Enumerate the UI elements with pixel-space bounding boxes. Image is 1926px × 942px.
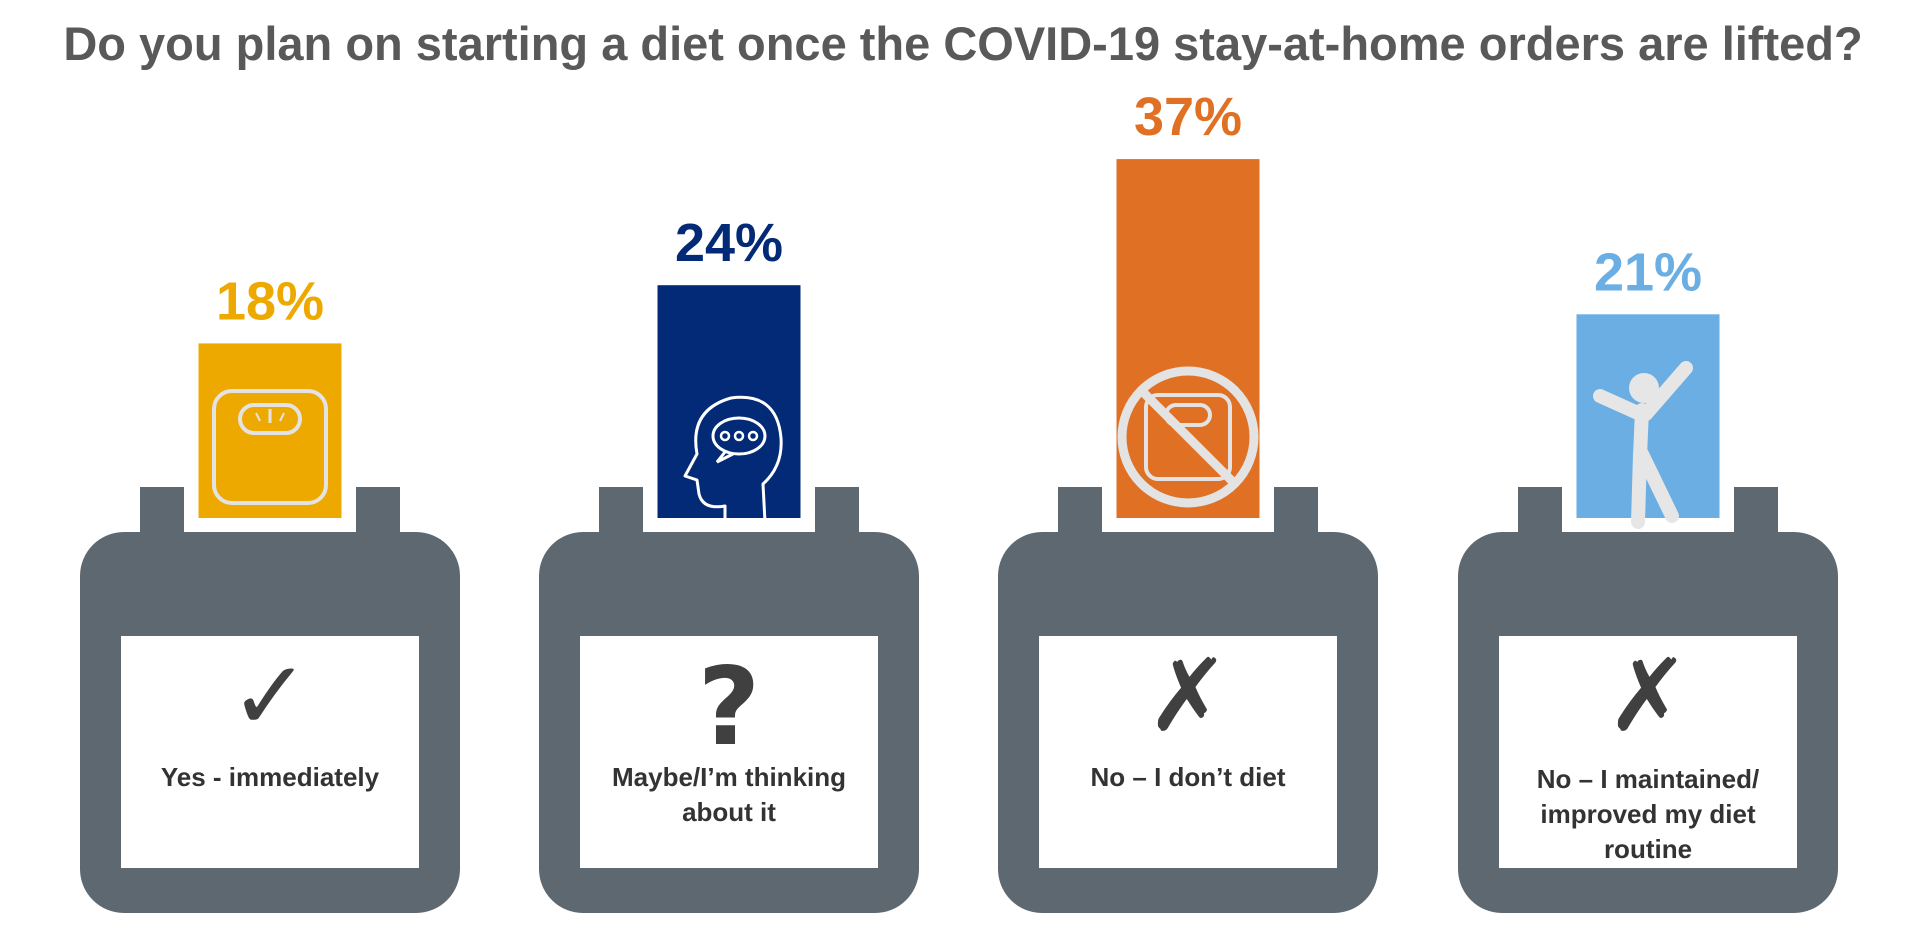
chart-title: Do you plan on starting a diet once the …	[63, 17, 1863, 70]
category-label: No – I don’t diet	[1090, 762, 1286, 792]
category-label: Maybe/I’m thinking about it	[611, 762, 847, 827]
calendar-card	[1499, 636, 1797, 868]
cross-icon: ✗	[1606, 637, 1690, 754]
checkmark-icon: ✓	[229, 640, 311, 752]
question-mark-icon: ?	[697, 645, 761, 770]
category-label: Yes - immediately	[160, 762, 380, 792]
cross-icon: ✗	[1146, 637, 1230, 754]
thinking-head-icon	[683, 395, 783, 523]
category-label: No – I maintained/ improved my diet rout…	[1536, 764, 1760, 864]
value-label: 37%	[1134, 87, 1242, 147]
bar	[198, 343, 342, 518]
calendar-card	[1039, 636, 1337, 868]
scale-icon	[212, 389, 328, 505]
calendar-card	[580, 636, 878, 868]
bar	[657, 285, 801, 518]
value-label: 24%	[675, 213, 783, 273]
cheering-person-icon	[1593, 361, 1693, 529]
bar	[1116, 159, 1260, 518]
value-label: 18%	[216, 271, 324, 331]
value-label: 21%	[1594, 242, 1702, 302]
calendar-card	[121, 636, 419, 868]
no-scale-icon	[1117, 366, 1259, 508]
